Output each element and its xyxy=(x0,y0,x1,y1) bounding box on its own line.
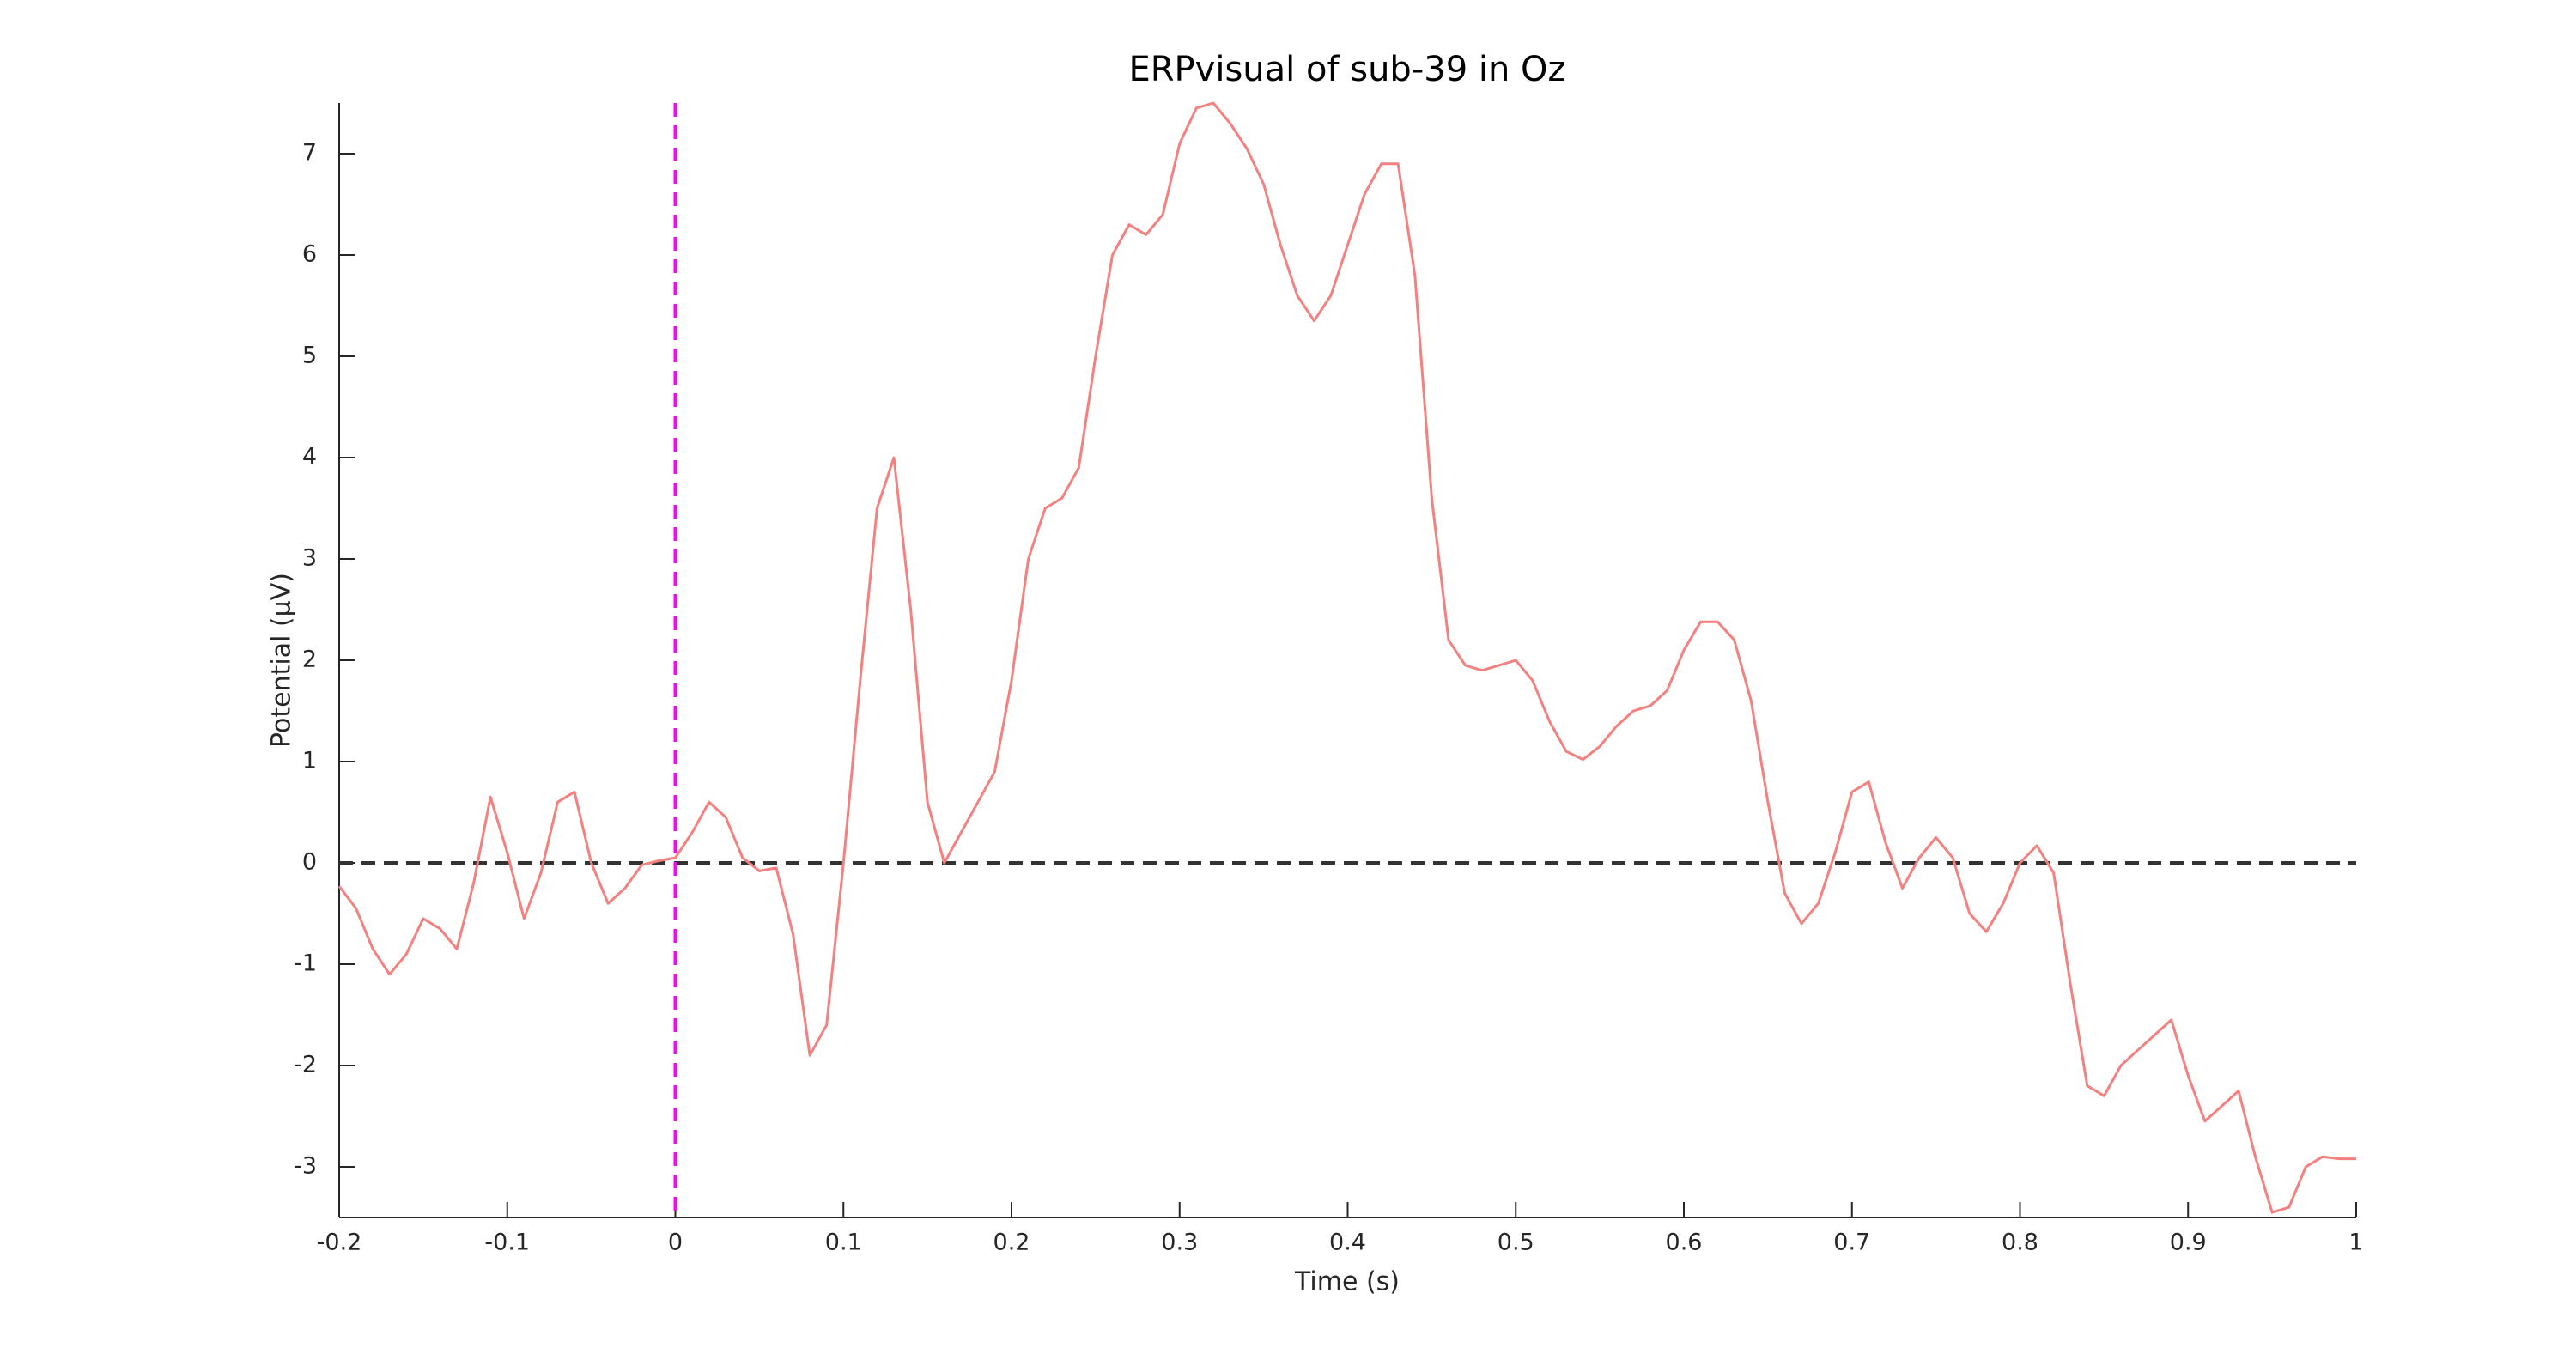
y-tick-label: 7 xyxy=(302,140,317,167)
x-tick-label: 0.4 xyxy=(1329,1230,1366,1256)
y-tick-label: 1 xyxy=(302,748,317,774)
y-tick-label: 4 xyxy=(302,444,317,471)
x-axis-label: Time (s) xyxy=(1294,1267,1400,1297)
x-tick-label: 1 xyxy=(2348,1230,2363,1256)
y-tick-label: -1 xyxy=(294,950,317,977)
y-tick-label: 6 xyxy=(302,241,317,268)
x-tick-label: 0.2 xyxy=(993,1230,1030,1256)
x-tick-label: -0.1 xyxy=(484,1230,530,1256)
x-tick-label: 0.6 xyxy=(1666,1230,1703,1256)
x-tick-label: 0.3 xyxy=(1161,1230,1198,1256)
y-tick-label: -2 xyxy=(294,1052,317,1078)
y-tick-label: -3 xyxy=(294,1153,317,1180)
x-tick-label: 0 xyxy=(668,1230,683,1256)
line-series xyxy=(337,101,2356,1214)
x-tick-label: 0.8 xyxy=(2002,1230,2038,1256)
x-tick-label: 0.7 xyxy=(1833,1230,1870,1256)
y-tick-label: 5 xyxy=(302,343,317,369)
y-tick-label: 0 xyxy=(302,849,317,876)
chart-title: ERPvisual of sub-39 in Oz xyxy=(1128,50,1565,89)
y-axis-label: Potential (μV) xyxy=(267,573,297,748)
y-tick-label: 3 xyxy=(302,545,317,572)
x-tick-label: 0.1 xyxy=(825,1230,862,1256)
x-tick-label: -0.2 xyxy=(317,1230,362,1256)
x-tick-label: 0.5 xyxy=(1498,1230,1534,1256)
y-tick-label: 2 xyxy=(302,647,317,673)
x-tick-label: 0.9 xyxy=(2170,1230,2207,1256)
